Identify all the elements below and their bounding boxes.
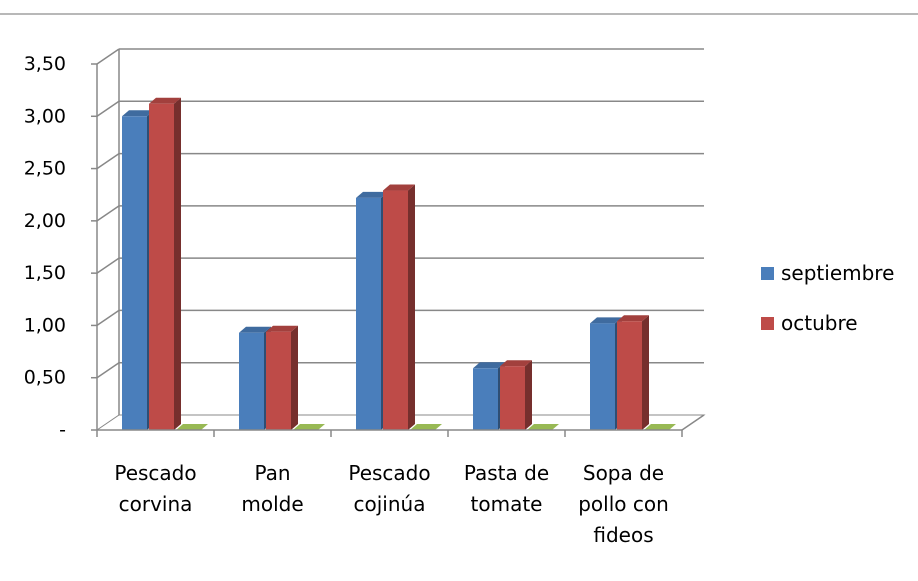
bar xyxy=(500,360,532,430)
bar-front-face xyxy=(590,323,615,430)
y-tick-label: 2,50 xyxy=(24,158,66,180)
legend: septiembre octubre xyxy=(761,261,894,335)
bar-zero-face xyxy=(410,424,442,430)
gridline-depth xyxy=(96,309,120,327)
y-tick-label: 3,50 xyxy=(24,53,66,75)
bar xyxy=(527,424,559,430)
legend-swatch xyxy=(761,317,774,330)
y-tick-label: 1,00 xyxy=(24,314,66,336)
gridline-depth xyxy=(96,48,120,65)
bar xyxy=(176,424,208,430)
bar xyxy=(149,97,181,430)
gridline-depth xyxy=(96,257,120,274)
bar-front-face xyxy=(617,321,642,430)
bar-front-face xyxy=(149,103,174,430)
bar xyxy=(293,424,325,430)
x-axis-depth-line xyxy=(681,414,705,431)
bar xyxy=(266,325,298,430)
bar-top-face xyxy=(122,110,154,117)
bar xyxy=(122,110,154,431)
bar-zero-face xyxy=(176,424,208,430)
bar-side-face xyxy=(525,360,532,430)
bar xyxy=(383,184,415,430)
bar-side-face xyxy=(642,315,649,430)
bar-top-face xyxy=(239,326,271,333)
category-label: Pan molde xyxy=(241,461,303,516)
category-label: Sopa de pollo con fideos xyxy=(578,461,669,547)
bars xyxy=(122,97,676,431)
gridline-depth xyxy=(96,152,120,170)
bar xyxy=(617,315,649,430)
bar-top-face xyxy=(266,325,298,332)
bar-top-face xyxy=(617,315,649,322)
y-tick-label: 2,00 xyxy=(24,210,66,232)
category-label: Pescado cojinúa xyxy=(348,461,430,516)
bar-side-face xyxy=(174,97,181,430)
y-tick-label: 1,50 xyxy=(24,262,66,284)
bar-zero-face xyxy=(527,424,559,430)
category-labels: Pescado corvina Pan molde Pescado cojinúa Past… xyxy=(114,461,668,547)
bar-top-face xyxy=(383,184,415,191)
y-tick-label: - xyxy=(59,419,66,441)
bar-side-face xyxy=(408,184,415,430)
legend-swatch xyxy=(761,267,774,280)
bar-front-face xyxy=(500,366,525,430)
gridline-depth xyxy=(96,100,120,117)
bar-front-face xyxy=(383,190,408,430)
category-label: Pescado corvina xyxy=(114,461,196,516)
gridline-depth xyxy=(96,205,120,222)
bar-front-face xyxy=(266,331,291,430)
bar-front-face xyxy=(356,197,381,430)
category-label: Pasta de tomate xyxy=(464,461,549,516)
bar-front-face xyxy=(473,368,498,430)
gridline-depth xyxy=(96,362,120,379)
legend-item: octubre xyxy=(761,311,858,335)
bar xyxy=(644,424,676,430)
bar-zero-face xyxy=(293,424,325,430)
bar-front-face xyxy=(122,116,147,431)
bar-top-face xyxy=(149,97,181,104)
axes xyxy=(91,49,705,437)
bar-top-face xyxy=(473,362,505,369)
bar-side-face xyxy=(291,325,298,430)
y-tick-label: 0,50 xyxy=(24,367,66,389)
bar-zero-face xyxy=(644,424,676,430)
legend-label: octubre xyxy=(781,311,858,335)
y-tick-label: 3,00 xyxy=(24,105,66,127)
bar-top-face xyxy=(356,191,388,198)
bar xyxy=(410,424,442,430)
y-axis-tick-labels: - 0,50 1,00 1,50 2,00 2,50 3,00 3,50 xyxy=(24,53,66,441)
legend-item: septiembre xyxy=(761,261,894,285)
bar-top-face xyxy=(590,317,622,324)
bar-front-face xyxy=(239,332,264,430)
legend-label: septiembre xyxy=(781,261,894,285)
bar-top-face xyxy=(500,360,532,367)
